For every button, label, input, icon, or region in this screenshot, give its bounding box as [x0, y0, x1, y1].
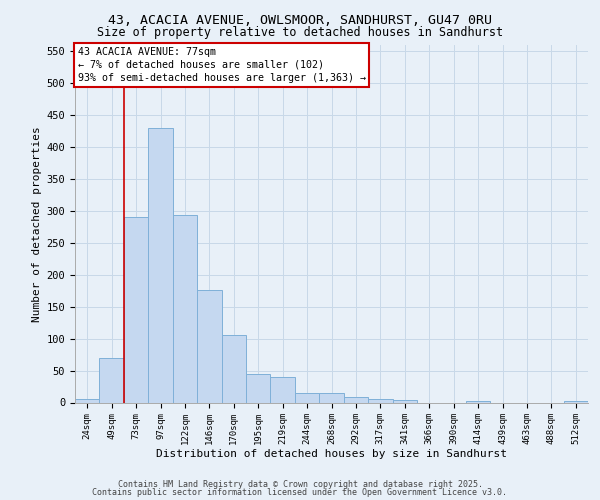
Y-axis label: Number of detached properties: Number of detached properties [32, 126, 43, 322]
Text: 43, ACACIA AVENUE, OWLSMOOR, SANDHURST, GU47 0RU: 43, ACACIA AVENUE, OWLSMOOR, SANDHURST, … [108, 14, 492, 27]
Bar [466, 400, 490, 402]
Bar [100, 358, 124, 403]
Bar [221, 336, 246, 402]
Text: 43 ACACIA AVENUE: 77sqm
← 7% of detached houses are smaller (102)
93% of semi-de: 43 ACACIA AVENUE: 77sqm ← 7% of detached… [77, 47, 365, 83]
Bar [75, 398, 100, 402]
Text: Size of property relative to detached houses in Sandhurst: Size of property relative to detached ho… [97, 26, 503, 39]
Text: Contains HM Land Registry data © Crown copyright and database right 2025.: Contains HM Land Registry data © Crown c… [118, 480, 482, 489]
Bar [148, 128, 173, 402]
Bar [295, 393, 319, 402]
Text: Contains public sector information licensed under the Open Government Licence v3: Contains public sector information licen… [92, 488, 508, 497]
Bar [246, 374, 271, 402]
Bar [563, 401, 588, 402]
Bar [344, 398, 368, 402]
Bar [271, 377, 295, 402]
Bar [197, 290, 221, 403]
Bar [392, 400, 417, 402]
Bar [124, 218, 148, 402]
X-axis label: Distribution of detached houses by size in Sandhurst: Distribution of detached houses by size … [156, 448, 507, 458]
Bar [368, 400, 392, 402]
Bar [319, 393, 344, 402]
Bar [173, 216, 197, 402]
